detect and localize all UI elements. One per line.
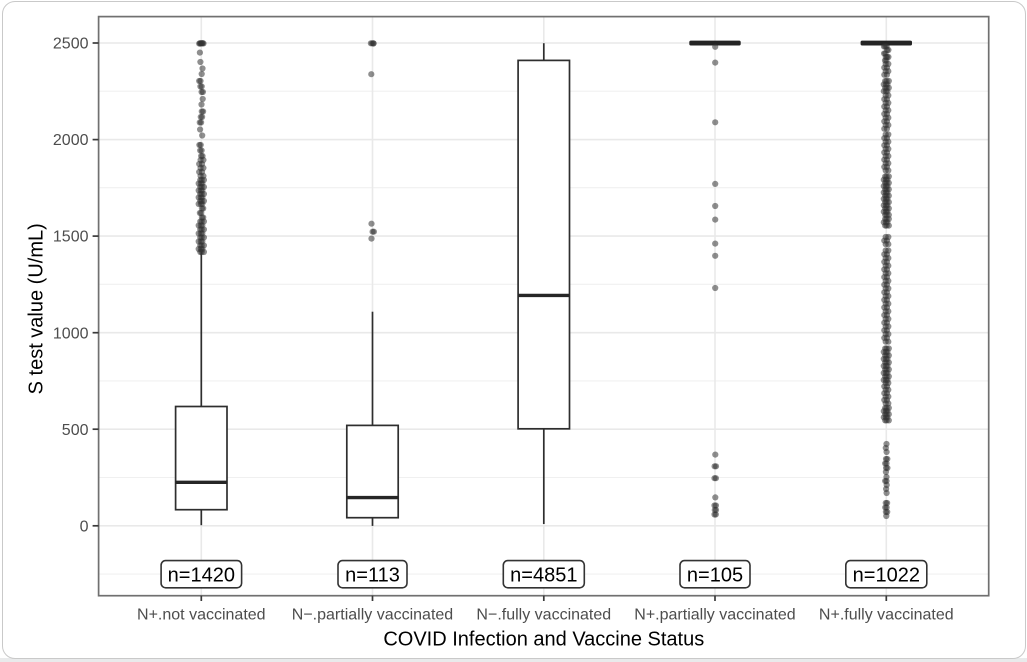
svg-text:COVID Infection and Vaccine St: COVID Infection and Vaccine Status: [383, 629, 704, 651]
svg-text:0: 0: [80, 518, 89, 535]
svg-text:2000: 2000: [53, 132, 89, 149]
svg-text:N−.partially vaccinated: N−.partially vaccinated: [292, 607, 453, 624]
svg-text:N+.fully vaccinated: N+.fully vaccinated: [819, 607, 954, 624]
svg-text:500: 500: [62, 422, 89, 439]
svg-text:n=4851: n=4851: [510, 564, 577, 586]
svg-text:n=105: n=105: [687, 564, 743, 586]
svg-text:N+.not vaccinated: N+.not vaccinated: [137, 607, 266, 624]
svg-text:1500: 1500: [53, 229, 89, 246]
svg-text:n=113: n=113: [345, 564, 400, 586]
svg-text:n=1420: n=1420: [168, 564, 235, 586]
svg-text:1000: 1000: [53, 325, 89, 342]
svg-text:2500: 2500: [53, 36, 89, 53]
svg-text:n=1022: n=1022: [853, 564, 920, 586]
svg-text:N+.partially vaccinated: N+.partially vaccinated: [634, 607, 795, 624]
svg-text:N−.fully vaccinated: N−.fully vaccinated: [476, 607, 611, 624]
svg-text:S test value (U/mL): S test value (U/mL): [26, 223, 48, 394]
